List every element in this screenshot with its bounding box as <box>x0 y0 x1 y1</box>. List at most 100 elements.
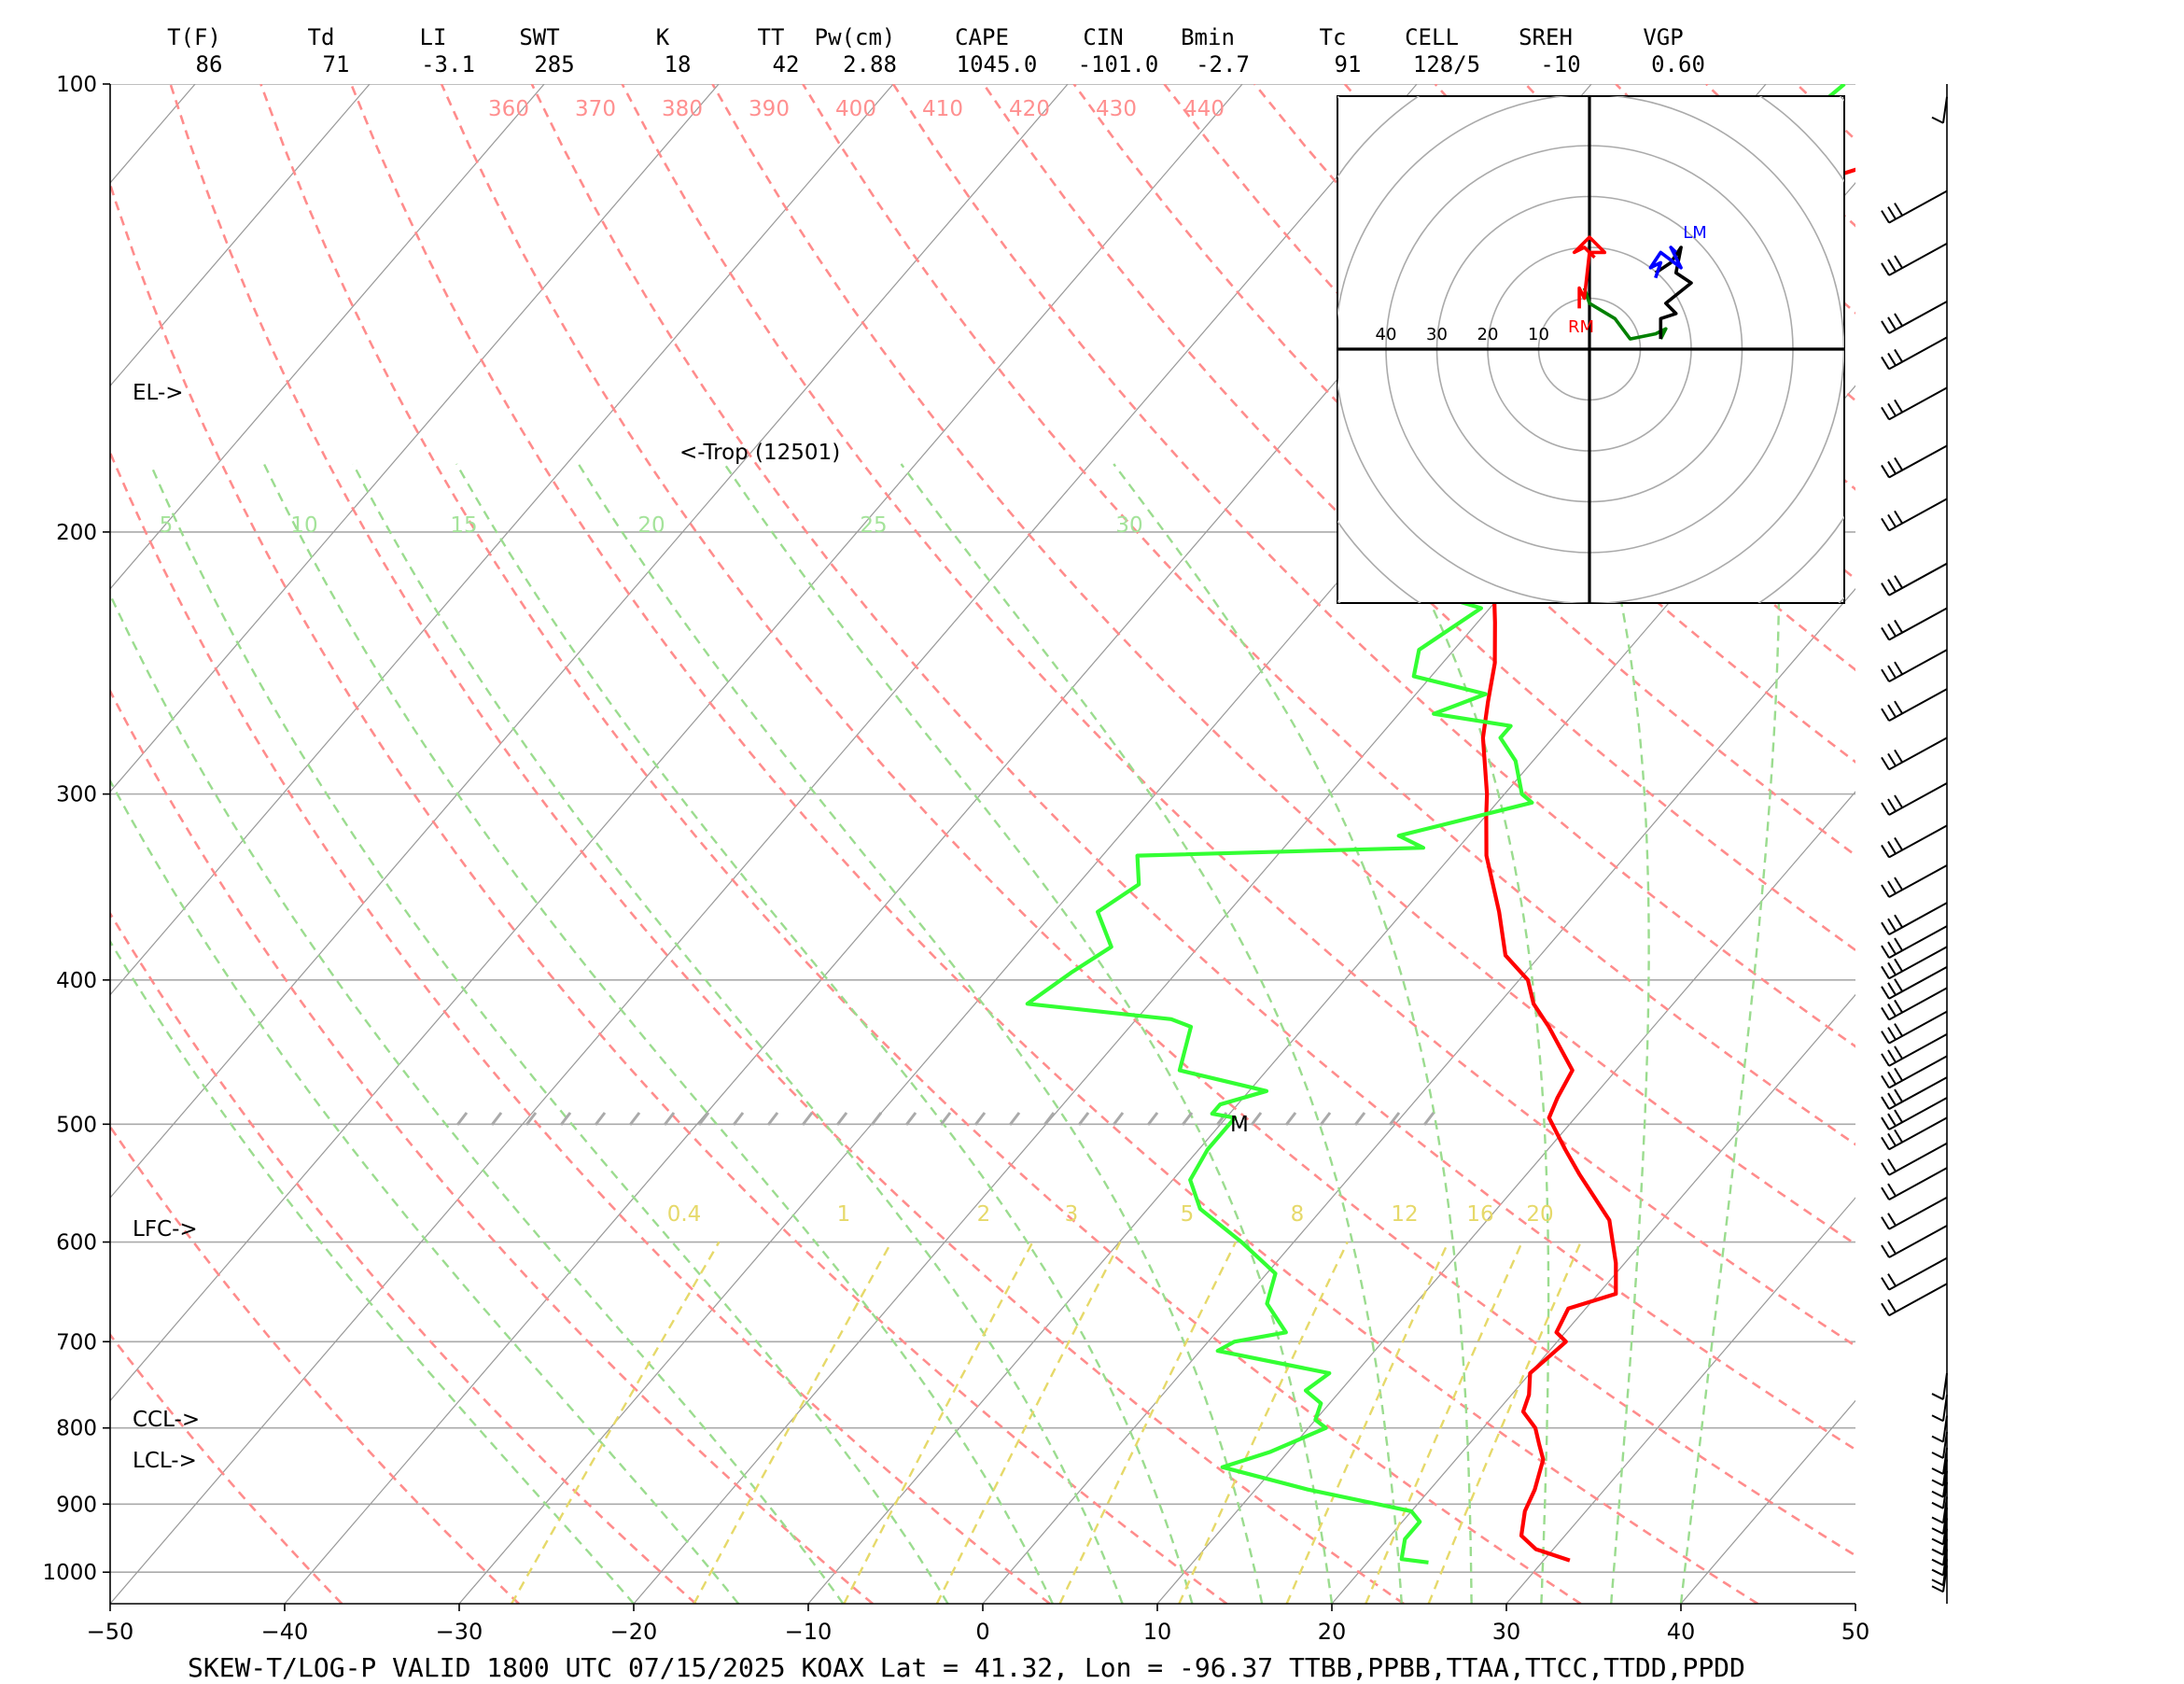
mixing-label: 0.4 <box>667 1202 702 1227</box>
barb-feather <box>1888 962 1896 975</box>
mixing-label: 5 <box>1181 1202 1195 1227</box>
mixing-label: 12 <box>1391 1202 1418 1227</box>
barb-feather <box>1888 919 1896 931</box>
barb-feather <box>1888 705 1896 717</box>
barb-feather <box>1895 837 1902 849</box>
mixing-label: 1 <box>837 1202 851 1227</box>
barb-feather <box>1888 353 1896 365</box>
barb-feather <box>1882 1163 1889 1175</box>
melting-hatch <box>1355 1113 1365 1125</box>
index-value: 91 <box>1335 51 1362 77</box>
index-label: VGP <box>1643 24 1683 50</box>
dry-adiabat <box>2158 84 2184 1604</box>
isotherm--110 <box>0 84 370 1604</box>
melting-hatch <box>906 1113 916 1125</box>
barb-feather <box>1932 1538 1943 1544</box>
wind-barb <box>1932 1395 1947 1421</box>
index-value: -3.1 <box>421 51 475 77</box>
isotherm--120 <box>0 84 195 1604</box>
dry-adiabat <box>1887 84 2184 1604</box>
barb-feather <box>1882 845 1889 857</box>
y-tick-label: 400 <box>56 969 97 993</box>
wind-barb <box>1882 191 1947 223</box>
barb-shaft <box>1889 1226 1947 1257</box>
wind-barb <box>1882 387 1947 419</box>
melting-hatch <box>1286 1113 1295 1125</box>
y-tick-label: 200 <box>56 521 97 545</box>
theta-label: 360 <box>488 97 529 121</box>
mixing-label: 20 <box>1526 1202 1553 1227</box>
barb-feather <box>1888 514 1896 526</box>
barb-feather <box>1895 795 1902 807</box>
theta-label: 420 <box>1009 97 1050 121</box>
barb-feather <box>1932 1492 1943 1497</box>
barb-feather <box>1888 983 1896 995</box>
barb-feather <box>1895 750 1902 762</box>
barb-feather <box>1888 624 1896 636</box>
index-label: Pw(cm) <box>815 24 896 50</box>
wind-barb <box>1882 689 1947 721</box>
level-marker: LFC-> <box>133 1217 198 1242</box>
wind-barb <box>1882 825 1947 857</box>
wind-barb <box>1882 1168 1947 1200</box>
barb-feather <box>1888 317 1896 330</box>
barb-feather <box>1932 1528 1943 1534</box>
wind-barb <box>1882 1077 1947 1109</box>
moist-adiabat <box>1586 464 1648 1604</box>
isotherm--70 <box>0 84 1068 1604</box>
moist-label: 10 <box>290 513 317 538</box>
moist-adiabat <box>150 464 947 1604</box>
barb-feather <box>1932 1560 1943 1565</box>
barb-feather <box>1888 1114 1896 1126</box>
barb-feather <box>1932 1579 1943 1585</box>
wind-barb <box>1882 650 1947 681</box>
moist-label: 5 <box>160 513 174 538</box>
barb-feather <box>1895 256 1902 268</box>
melting-hatch <box>872 1113 881 1125</box>
moist-adiabat <box>456 464 1192 1604</box>
barb-feather <box>1882 357 1889 369</box>
barb-feather <box>1888 666 1896 678</box>
moist-label: 20 <box>637 513 665 538</box>
barb-feather <box>1932 1437 1943 1442</box>
wind-barb <box>1882 903 1947 934</box>
theta-label: 410 <box>922 97 963 121</box>
x-tick-label: 50 <box>1841 1619 1870 1645</box>
x-tick-label: 0 <box>975 1619 989 1645</box>
index-value: -101.0 <box>1078 51 1159 77</box>
index-label: Td <box>308 24 335 50</box>
x-tick-label: 10 <box>1143 1619 1172 1645</box>
melting-hatch <box>665 1113 674 1125</box>
moist-adiabat <box>724 464 1332 1604</box>
barb-feather <box>1888 942 1896 954</box>
barb-feather <box>1888 1159 1896 1172</box>
barb-feather <box>1895 400 1902 412</box>
wind-barb <box>1882 564 1947 596</box>
dry-adiabat <box>1797 84 2184 1604</box>
barb-shaft <box>1889 1168 1947 1200</box>
melting-hatch <box>457 1113 467 1125</box>
index-value: 2.88 <box>843 51 897 77</box>
barb-feather <box>1932 1481 1943 1486</box>
melting-hatch <box>1113 1113 1123 1125</box>
mixing-ratio-line <box>1060 1242 1236 1605</box>
barb-feather <box>1932 1452 1943 1458</box>
wind-barb <box>1882 337 1947 369</box>
x-tick-label: −30 <box>436 1619 483 1645</box>
barb-feather <box>1882 627 1889 639</box>
barb-feather <box>1882 321 1889 333</box>
x-tick-label: 20 <box>1318 1619 1347 1645</box>
barb-feather <box>1895 1024 1902 1036</box>
wind-barb <box>1882 244 1947 275</box>
index-value: 86 <box>196 51 223 77</box>
barb-feather <box>1895 662 1902 674</box>
dry-adiabat <box>0 84 342 1604</box>
y-tick-label: 100 <box>56 73 97 97</box>
wind-barb <box>1882 1198 1947 1229</box>
barb-feather <box>1895 620 1902 632</box>
mixing-ratio-line <box>511 1242 719 1605</box>
barb-feather <box>1882 518 1889 530</box>
index-value: 71 <box>323 51 350 77</box>
index-value: -10 <box>1540 51 1580 77</box>
barb-feather <box>1888 403 1896 415</box>
